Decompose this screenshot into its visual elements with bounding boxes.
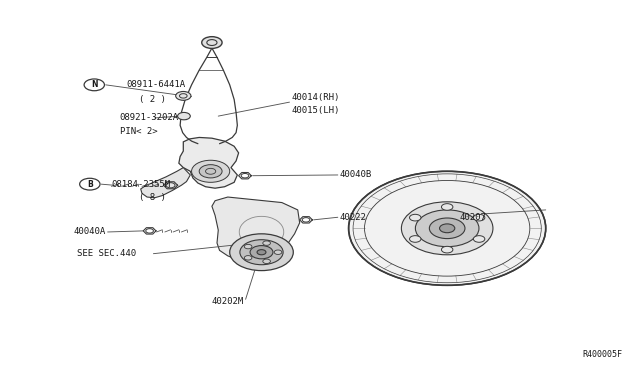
Polygon shape xyxy=(212,197,300,260)
Text: PIN< 2>: PIN< 2> xyxy=(120,127,157,136)
Circle shape xyxy=(199,165,222,178)
Circle shape xyxy=(415,210,479,247)
Circle shape xyxy=(274,250,282,254)
Polygon shape xyxy=(141,168,190,198)
Circle shape xyxy=(202,37,222,48)
Text: 40207: 40207 xyxy=(460,213,487,222)
Circle shape xyxy=(191,160,230,182)
Text: 40222: 40222 xyxy=(339,213,366,222)
Text: 40040A: 40040A xyxy=(74,228,106,237)
Circle shape xyxy=(474,214,485,221)
Circle shape xyxy=(440,224,455,233)
Circle shape xyxy=(410,235,421,242)
Circle shape xyxy=(230,234,293,270)
Circle shape xyxy=(263,259,271,263)
Circle shape xyxy=(429,218,465,238)
Text: 08921-3202A: 08921-3202A xyxy=(120,113,179,122)
Circle shape xyxy=(442,203,453,210)
Text: 40015(LH): 40015(LH) xyxy=(291,106,340,115)
Circle shape xyxy=(244,244,252,249)
Circle shape xyxy=(401,202,493,255)
Circle shape xyxy=(263,241,271,245)
Text: ( 8 ): ( 8 ) xyxy=(139,193,166,202)
Circle shape xyxy=(244,256,252,260)
Text: SEE SEC.440: SEE SEC.440 xyxy=(77,249,136,258)
Circle shape xyxy=(250,246,273,259)
Circle shape xyxy=(175,92,191,100)
Circle shape xyxy=(240,240,283,265)
Text: 40014(RH): 40014(RH) xyxy=(291,93,340,102)
Circle shape xyxy=(410,214,421,221)
Text: R400005F: R400005F xyxy=(582,350,622,359)
Circle shape xyxy=(442,246,453,253)
Circle shape xyxy=(177,112,190,120)
Text: ( 2 ): ( 2 ) xyxy=(139,95,166,104)
Text: 40040B: 40040B xyxy=(339,170,371,179)
Text: 08911-6441A: 08911-6441A xyxy=(126,80,185,89)
Text: B: B xyxy=(87,180,93,189)
Text: N: N xyxy=(91,80,97,89)
Circle shape xyxy=(349,171,546,285)
Text: 40202M: 40202M xyxy=(212,297,244,307)
Circle shape xyxy=(257,250,266,255)
Text: 08184-2355M: 08184-2355M xyxy=(111,180,171,189)
Polygon shape xyxy=(179,137,239,188)
Circle shape xyxy=(474,235,485,242)
